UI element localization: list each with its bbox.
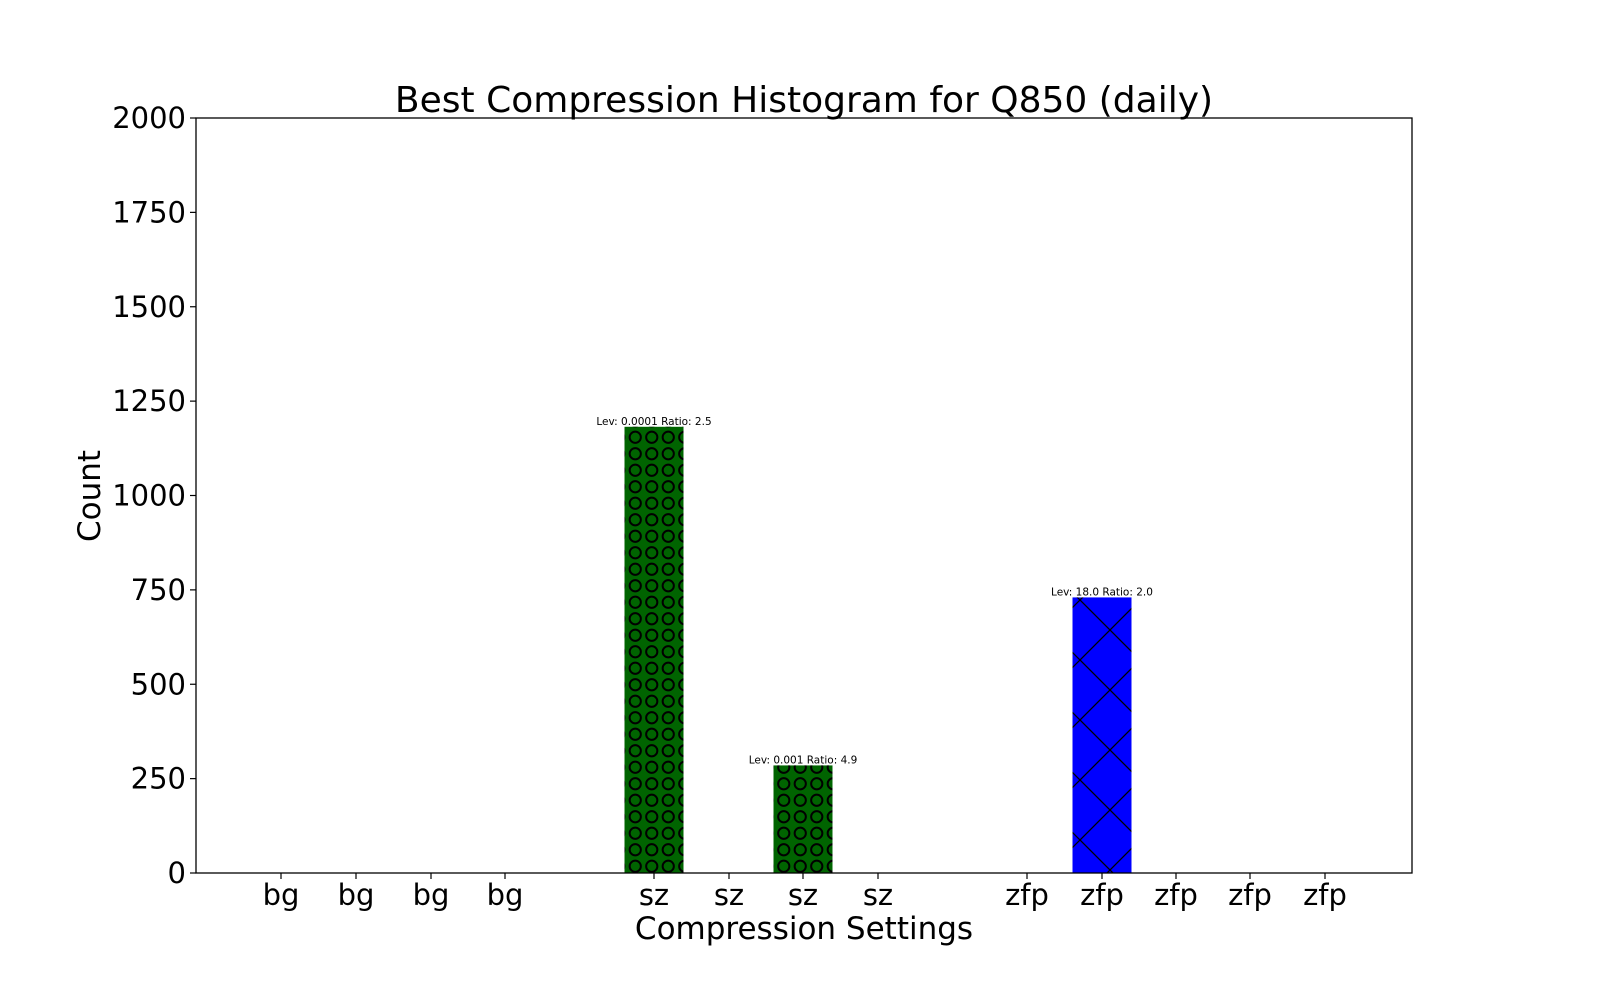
x-tick-label-10: zfp	[1154, 878, 1198, 912]
x-tick-label-7: sz	[863, 878, 893, 912]
x-tick-label-2: bg	[413, 878, 450, 912]
x-tick-label-5: sz	[714, 878, 744, 912]
chart-title: Best Compression Histogram for Q850 (dai…	[395, 80, 1213, 121]
bar-value-label-4: Lev: 0.0001 Ratio: 2.5	[596, 416, 711, 428]
y-tick-label-5: 1250	[112, 384, 186, 418]
x-tick-label-0: bg	[263, 878, 300, 912]
y-tick-label-8: 2000	[112, 101, 186, 135]
y-axis-label: Count	[72, 450, 108, 542]
bar-hatch-sz-6	[773, 765, 833, 873]
y-tick-label-6: 1500	[112, 290, 186, 324]
x-tick-label-11: zfp	[1228, 878, 1272, 912]
x-tick-label-9: zfp	[1080, 878, 1124, 912]
x-axis-label: Compression Settings	[635, 911, 973, 947]
bar-labels-layer: Lev: 0.0001 Ratio: 2.5 Lev: 0.001 Ratio: …	[596, 416, 1153, 767]
y-tick-label-1: 250	[131, 762, 186, 796]
x-tick-label-1: bg	[338, 878, 375, 912]
y-tick-label-0: 0	[168, 856, 186, 890]
y-tick-label-7: 1750	[112, 195, 186, 229]
bar-value-label-6: Lev: 0.001 Ratio: 4.9	[749, 754, 858, 766]
y-tick-label-2: 500	[131, 667, 186, 701]
y-axis: 0 250 500 750 1000 1250 1500 1750 2000	[112, 101, 196, 890]
x-tick-label-6: sz	[788, 878, 818, 912]
y-tick-label-4: 1000	[112, 479, 186, 513]
bar-hatch-zfp-9	[1072, 597, 1132, 873]
y-tick-label-3: 750	[131, 573, 186, 607]
x-tick-label-12: zfp	[1303, 878, 1347, 912]
x-axis: bg bg bg bg sz sz sz sz zfp zfp zfp zfp zfp	[263, 873, 1347, 912]
x-tick-label-8: zfp	[1005, 878, 1049, 912]
bar-hatch-sz-4	[624, 426, 684, 873]
bar-value-label-9: Lev: 18.0 Ratio: 2.0	[1051, 586, 1153, 598]
x-tick-label-4: sz	[639, 878, 669, 912]
x-tick-label-3: bg	[487, 878, 524, 912]
bars-layer	[624, 426, 1132, 873]
